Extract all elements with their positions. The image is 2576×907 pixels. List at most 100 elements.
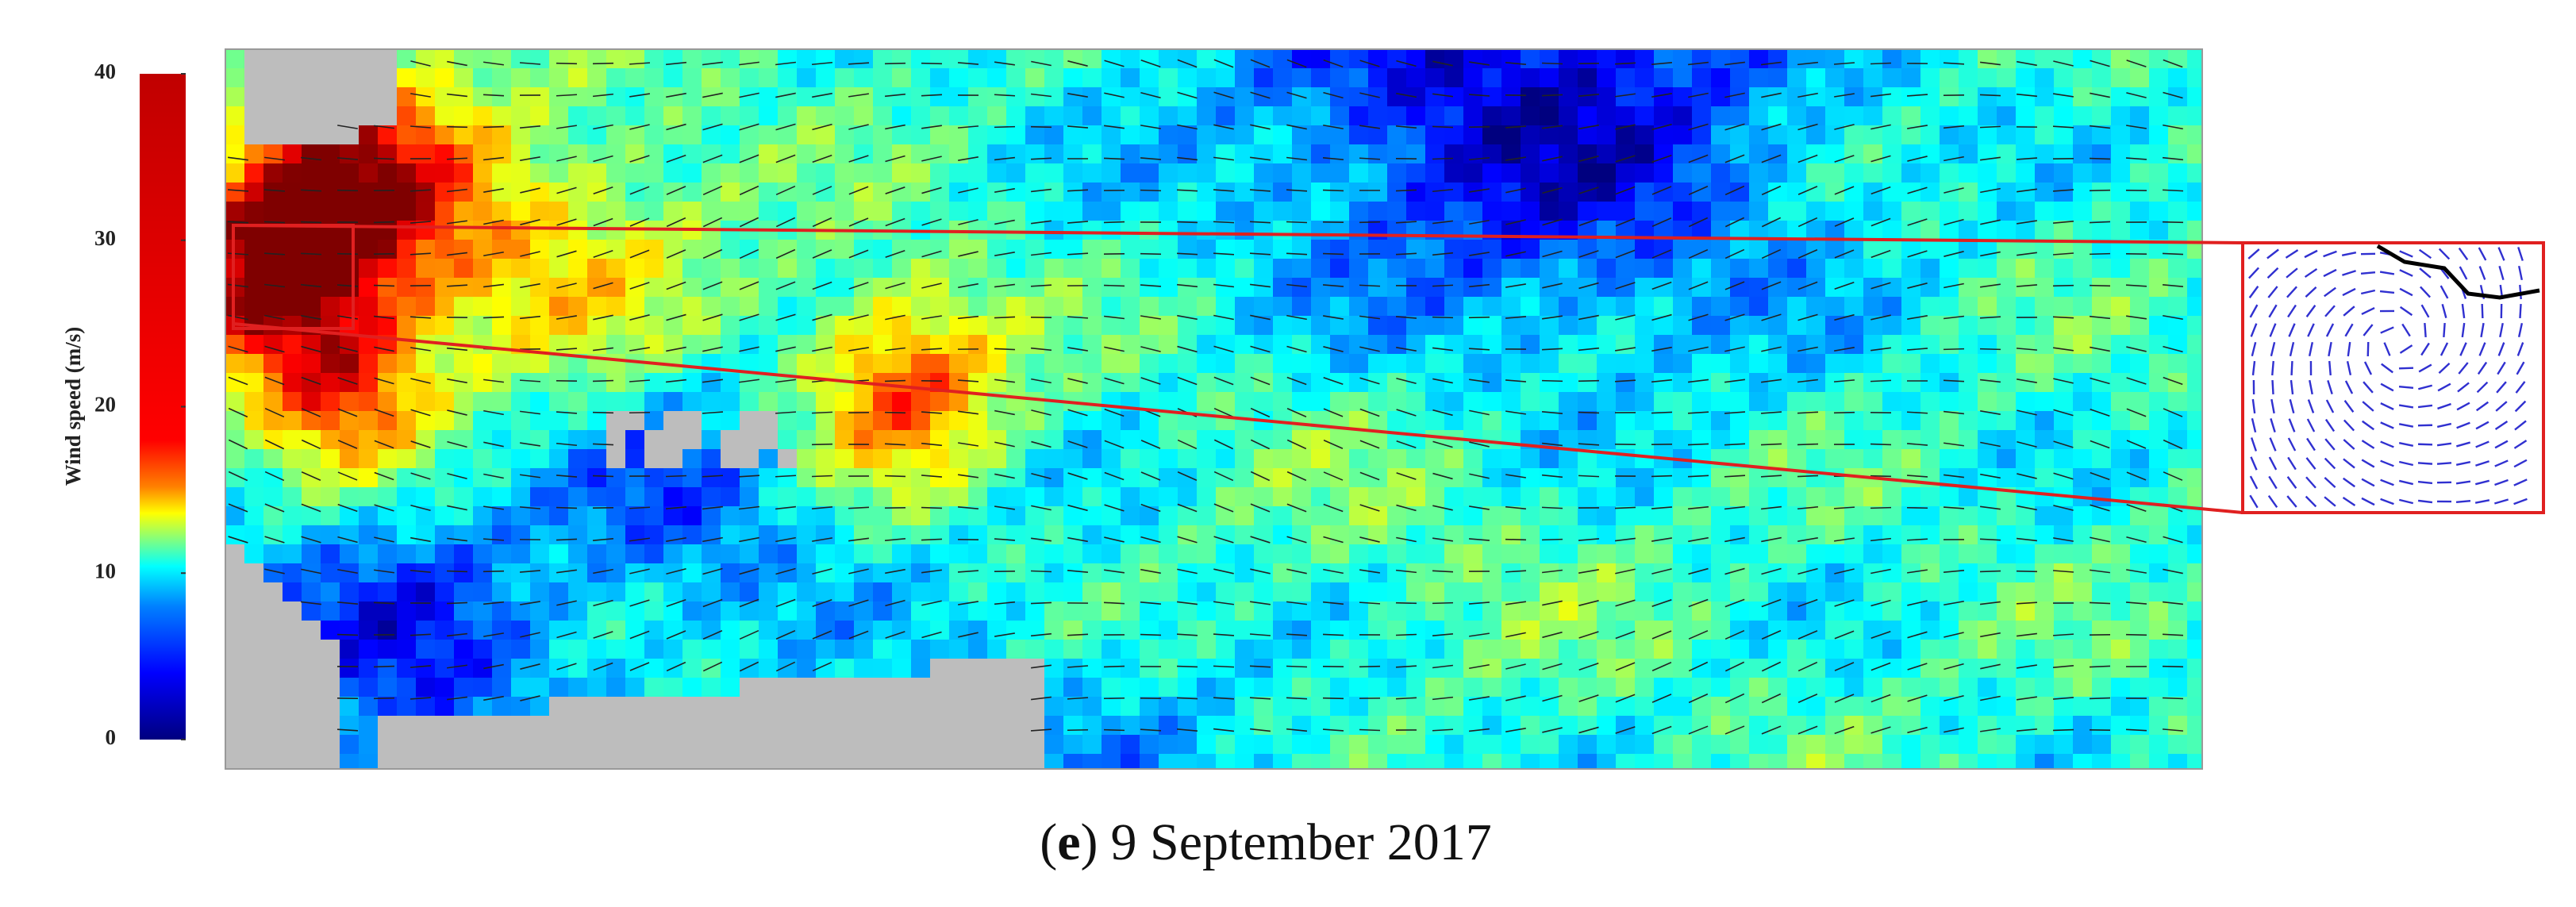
map-cell <box>1273 506 1293 526</box>
wind-map <box>225 49 2207 774</box>
map-cell <box>1025 125 1045 145</box>
map-cell <box>2149 202 2169 221</box>
map-cell <box>1482 144 1502 164</box>
map-cell <box>2111 125 2131 145</box>
map-cell <box>1501 125 1521 145</box>
map-cell <box>1102 125 1121 145</box>
map-cell <box>359 640 379 659</box>
map-cell <box>1159 468 1178 488</box>
map-cell <box>1159 621 1178 640</box>
map-cell <box>435 697 455 717</box>
map-cell <box>663 582 683 602</box>
map-cell <box>321 601 340 621</box>
map-cell <box>283 125 302 145</box>
map-cell <box>2111 449 2131 469</box>
map-cell <box>1597 506 1617 526</box>
map-cell <box>1597 735 1617 755</box>
map-cell <box>835 525 855 545</box>
map-cell <box>1920 697 1940 717</box>
map-cell <box>568 449 588 469</box>
map-cell <box>1730 716 1750 736</box>
map-cell <box>2035 259 2055 279</box>
map-cell <box>1159 106 1178 126</box>
map-cell <box>1768 659 1788 678</box>
map-cell <box>1197 640 1217 659</box>
map-cell <box>606 468 626 488</box>
map-cell <box>759 544 779 564</box>
map-cell <box>2073 221 2093 240</box>
map-cell <box>1102 735 1121 755</box>
map-cell <box>2016 716 2036 736</box>
map-cell <box>2168 297 2188 317</box>
map-cell <box>1673 735 1693 755</box>
map-cell <box>1559 468 1578 488</box>
map-cell <box>987 106 1007 126</box>
map-cell <box>873 240 893 259</box>
map-cell <box>740 544 759 564</box>
map-cell <box>1730 106 1750 126</box>
map-cell <box>225 621 245 640</box>
map-cell <box>1063 640 1083 659</box>
map-cell <box>2016 392 2036 412</box>
map-cell <box>1216 582 1236 602</box>
map-cell <box>397 240 417 259</box>
map-cell <box>2035 659 2055 678</box>
map-cell <box>1197 163 1217 183</box>
map-cell <box>1540 49 1559 69</box>
map-cell <box>625 354 645 374</box>
map-cell <box>759 278 779 298</box>
map-cell <box>1654 373 1674 393</box>
map-cell <box>1044 354 1064 374</box>
map-cell <box>1330 487 1350 507</box>
map-cell <box>1387 163 1407 183</box>
map-cell <box>2092 468 2112 488</box>
map-cell <box>911 68 931 88</box>
map-cell <box>1216 697 1236 717</box>
map-cell <box>1197 563 1217 583</box>
map-cell <box>1920 221 1940 240</box>
map-cell <box>1844 525 1864 545</box>
map-cell <box>568 202 588 221</box>
map-cell <box>1082 240 1102 259</box>
map-cell <box>911 49 931 69</box>
map-cell <box>816 163 836 183</box>
map-cell <box>1463 640 1483 659</box>
map-cell <box>397 449 417 469</box>
map-cell <box>1311 735 1331 755</box>
map-cell <box>1178 259 1198 279</box>
map-cell <box>1844 221 1864 240</box>
map-cell <box>1444 68 1464 88</box>
map-cell <box>2187 754 2207 774</box>
map-cell <box>1121 373 1140 393</box>
map-cell <box>2149 106 2169 126</box>
map-cell <box>1901 354 1921 374</box>
map-cell <box>1235 601 1255 621</box>
wind-arrow <box>483 127 504 128</box>
map-cell <box>1959 68 1978 88</box>
map-cell <box>1349 544 1369 564</box>
map-cell <box>1863 659 1883 678</box>
map-cell <box>1292 278 1312 298</box>
map-cell <box>435 259 455 279</box>
map-cell <box>378 468 398 488</box>
map-cell <box>1254 183 1274 202</box>
map-cell <box>530 49 550 69</box>
map-cell <box>1311 68 1331 88</box>
map-cell <box>1787 716 1807 736</box>
map-cell <box>1292 601 1312 621</box>
map-cell <box>663 716 683 736</box>
map-cell <box>1597 697 1617 717</box>
map-cell <box>1482 163 1502 183</box>
map-cell <box>1901 411 1921 431</box>
map-cell <box>1521 525 1540 545</box>
map-cell <box>873 163 893 183</box>
map-cell <box>1920 640 1940 659</box>
map-cell <box>587 68 607 88</box>
map-cell <box>397 316 417 336</box>
map-cell <box>1444 354 1464 374</box>
map-cell <box>568 563 588 583</box>
map-cell <box>530 316 550 336</box>
map-cell <box>1997 544 2017 564</box>
map-cell <box>1140 697 1159 717</box>
map-cell <box>1978 316 1997 336</box>
